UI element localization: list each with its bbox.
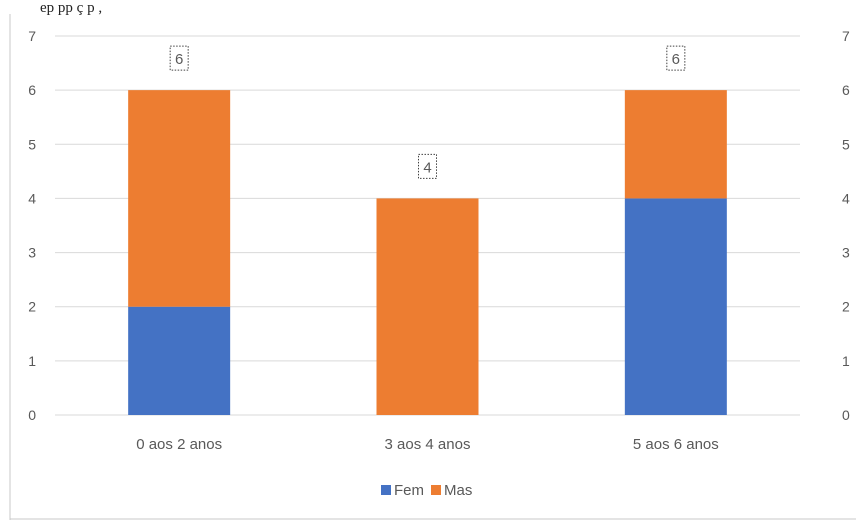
y2-tick-label: 2 <box>842 299 850 315</box>
y-tick-label: 0 <box>28 407 36 423</box>
y-tick-label: 3 <box>28 245 36 261</box>
bar-mas <box>128 90 231 307</box>
y2-tick-label: 6 <box>842 82 850 98</box>
y2-tick-label: 5 <box>842 136 850 152</box>
y-tick-label: 6 <box>28 82 36 98</box>
y2-tick-label: 4 <box>842 190 850 206</box>
legend-item-mas: Mas <box>431 482 472 499</box>
bar-mas <box>376 198 479 415</box>
y2-tick-label: 7 <box>842 28 850 44</box>
legend-swatch <box>431 485 441 495</box>
y-tick-label: 4 <box>28 190 36 206</box>
legend-item-fem: Fem <box>381 482 424 499</box>
bar-fem <box>128 306 231 415</box>
x-category-label: 3 aos 4 anos <box>385 436 471 453</box>
x-category-label: 5 aos 6 anos <box>633 436 719 453</box>
y2-tick-label: 0 <box>842 407 850 423</box>
header-fragment-text: ep pp ç p , <box>40 0 102 16</box>
x-category-label: 0 aos 2 anos <box>136 436 222 453</box>
bar-mas <box>624 90 727 199</box>
legend-label: Mas <box>444 482 472 499</box>
bar-fem <box>624 198 727 415</box>
legend-label: Fem <box>394 482 424 499</box>
total-label: 4 <box>423 159 431 176</box>
y-tick-label: 5 <box>28 136 36 152</box>
y2-tick-label: 1 <box>842 353 850 369</box>
y2-tick-label: 3 <box>842 245 850 261</box>
y-tick-label: 7 <box>28 28 36 44</box>
total-label-box <box>666 45 686 71</box>
total-label-box <box>418 153 437 179</box>
total-label: 6 <box>672 51 680 68</box>
legend-swatch <box>381 485 391 495</box>
total-label-box <box>169 45 189 71</box>
y-tick-label: 2 <box>28 299 36 315</box>
y-tick-label: 1 <box>28 353 36 369</box>
total-label: 6 <box>175 51 183 68</box>
